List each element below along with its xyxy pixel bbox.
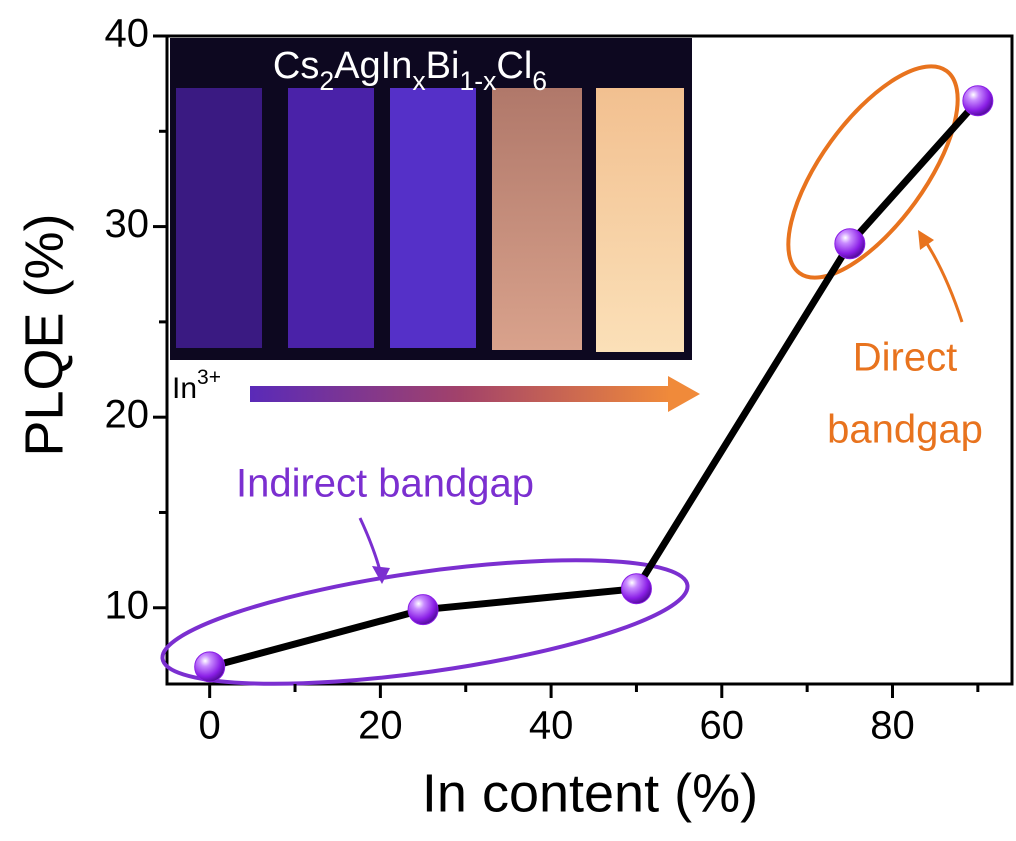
y-tick-label: 30 xyxy=(105,202,150,246)
y-tick-label: 20 xyxy=(105,393,150,437)
text-part: Cs xyxy=(273,45,319,87)
gradient-arrow: In3+ xyxy=(172,366,700,412)
arrow-shaft xyxy=(250,386,670,402)
script-text: x xyxy=(412,66,426,96)
direct-arrow xyxy=(922,236,962,322)
script-text: 2 xyxy=(319,66,334,96)
cuvette xyxy=(596,88,684,352)
annotation: Direct xyxy=(853,336,957,380)
direct-arrow-head xyxy=(918,230,934,250)
script-text: 6 xyxy=(532,66,547,96)
y-tick-label: 10 xyxy=(105,583,150,627)
x-tick-label: 40 xyxy=(529,704,574,748)
cuvette xyxy=(492,88,582,350)
x-axis-label: In content (%) xyxy=(422,763,758,823)
y-tick-label: 40 xyxy=(105,12,150,56)
data-point xyxy=(195,652,225,682)
annotation: bandgap xyxy=(827,408,983,452)
x-tick-label: 60 xyxy=(700,704,745,748)
data-point xyxy=(835,229,865,259)
inset-photo: Cs2AgInxBi1-xCl6 xyxy=(170,38,692,360)
data-point xyxy=(621,574,651,604)
cuvette xyxy=(176,88,262,348)
direct-ellipse xyxy=(757,40,988,303)
cuvette xyxy=(390,88,476,348)
text-part: AgIn xyxy=(334,45,412,87)
annotation: Indirect bandgap xyxy=(236,462,534,506)
y-axis-label: PLQE (%) xyxy=(14,213,74,456)
arrow-label: In3+ xyxy=(172,366,221,405)
data-point xyxy=(963,86,993,116)
script-text: 1-x xyxy=(459,66,497,96)
cuvette xyxy=(288,88,374,348)
x-tick-label: 20 xyxy=(358,704,403,748)
indirect-arrow-head xyxy=(372,566,390,584)
text-part: Cl xyxy=(496,45,532,87)
data-point xyxy=(408,595,438,625)
text-part: Bi xyxy=(426,45,460,87)
x-tick-label: 0 xyxy=(199,704,221,748)
script-text: 3+ xyxy=(197,366,221,389)
chart: Cs2AgInxBi1-xCl6 In3+ In content (%) PLQ… xyxy=(0,0,1016,836)
x-tick-label: 80 xyxy=(870,704,915,748)
arrow-head xyxy=(668,376,700,412)
text-part: In xyxy=(172,372,197,405)
